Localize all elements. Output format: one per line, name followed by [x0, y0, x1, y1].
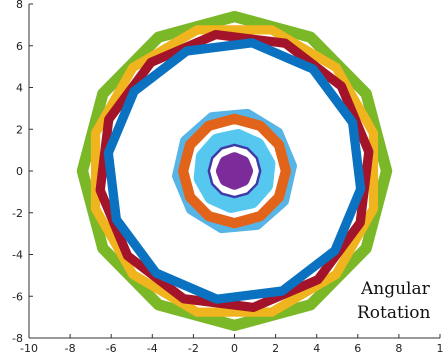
y-tick-label: 6 [16, 40, 23, 53]
x-tick-label: 1 [437, 342, 444, 355]
x-tick-label: 6 [354, 342, 361, 355]
x-tick-label: 2 [272, 342, 279, 355]
series-group [76, 10, 393, 332]
y-tick-label: 2 [16, 123, 23, 136]
y-tick-label: -8 [12, 332, 23, 345]
series-4-polygon [103, 38, 366, 304]
center-fill [223, 159, 246, 183]
y-tick-label: -6 [12, 290, 23, 303]
y-tick-label: 8 [16, 0, 23, 11]
y-tick-label: -2 [12, 207, 23, 220]
x-tick-label: 4 [313, 342, 320, 355]
annotation-line-2: Rotation [357, 303, 431, 323]
annotation-line-1: Angular [360, 279, 431, 299]
x-tick-label: -2 [188, 342, 199, 355]
x-tick-label: -10 [20, 342, 38, 355]
y-tick-label: 0 [16, 165, 23, 178]
x-tick-label: 8 [395, 342, 402, 355]
series-8-polygon [207, 143, 262, 199]
y-tick-label: 4 [16, 82, 23, 95]
series-6-polygon [177, 113, 292, 229]
series-2-polygon [90, 25, 379, 317]
x-tick-label: -8 [65, 342, 76, 355]
y-tick-label: -4 [12, 249, 23, 262]
x-tick-label: -6 [106, 342, 117, 355]
series-7-polygon [193, 129, 276, 213]
x-tick-label: -4 [147, 342, 158, 355]
series-1-polygon [76, 10, 393, 332]
series-3-polygon [95, 29, 374, 313]
x-tick-label: 0 [231, 342, 238, 355]
